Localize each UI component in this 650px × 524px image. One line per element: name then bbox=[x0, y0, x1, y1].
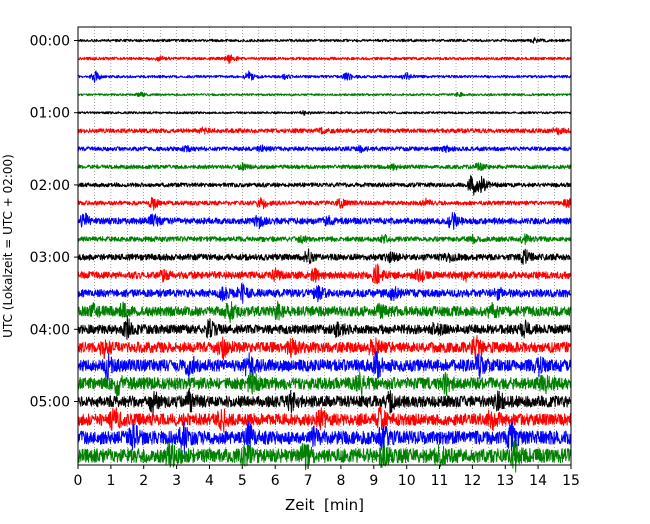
y-axis-label: UTC (Lokalzeit = UTC + 02:00) bbox=[1, 154, 15, 338]
plot-frame bbox=[77, 26, 572, 466]
trace-0515 bbox=[77, 405, 572, 433]
trace-0400 bbox=[77, 315, 572, 340]
y-ticks: 00:00 01:00 02:00 03:00 04:00 05:00 bbox=[30, 34, 78, 411]
x-tick-label: 13 bbox=[496, 473, 514, 489]
trace-0545 bbox=[77, 439, 572, 473]
trace-0345 bbox=[77, 300, 572, 324]
trace-0000 bbox=[77, 37, 572, 44]
x-tick-label: 2 bbox=[139, 473, 148, 489]
trace-0015 bbox=[77, 54, 572, 65]
trace-0330 bbox=[77, 283, 572, 304]
trace-0300 bbox=[77, 248, 572, 265]
x-tick-label: 4 bbox=[205, 473, 214, 489]
trace-0245 bbox=[77, 233, 572, 246]
trace-0145 bbox=[77, 162, 572, 172]
x-tick-label: 9 bbox=[369, 473, 378, 489]
y-tick-label: 04:00 bbox=[30, 322, 70, 338]
trace-0030 bbox=[77, 70, 572, 83]
x-axis-label: Zeit [min] bbox=[285, 496, 364, 514]
x-tick-label: 8 bbox=[336, 473, 345, 489]
x-tick-label: 11 bbox=[431, 473, 449, 489]
y-tick-label: 05:00 bbox=[30, 395, 70, 411]
trace-0500 bbox=[77, 387, 572, 416]
trace-0200 bbox=[77, 175, 572, 196]
x-tick-label: 7 bbox=[304, 473, 313, 489]
x-tick-label: 6 bbox=[271, 473, 280, 489]
trace-0045 bbox=[77, 91, 572, 98]
x-tick-label: 3 bbox=[172, 473, 181, 489]
trace-0215 bbox=[77, 196, 572, 211]
x-tick-label: 0 bbox=[74, 473, 83, 489]
y-tick-label: 03:00 bbox=[30, 250, 70, 266]
trace-0130 bbox=[77, 144, 572, 154]
trace-0445 bbox=[77, 369, 572, 397]
trace-0430 bbox=[77, 350, 572, 382]
y-tick-label: 00:00 bbox=[30, 34, 70, 50]
trace-0315 bbox=[77, 263, 572, 285]
x-tick-label: 14 bbox=[529, 473, 547, 489]
trace-0530 bbox=[77, 420, 572, 455]
x-tick-label: 15 bbox=[562, 473, 580, 489]
x-ticks: 0 1 2 3 4 5 6 7 8 9 10 11 12 13 14 15 bbox=[74, 465, 580, 489]
trace-0115 bbox=[77, 126, 572, 136]
trace-0415 bbox=[77, 335, 572, 361]
y-tick-label: 01:00 bbox=[30, 106, 70, 122]
x-tick-label: 1 bbox=[106, 473, 115, 489]
trace-layer bbox=[77, 37, 572, 473]
trace-0100 bbox=[77, 109, 572, 116]
grid-layer bbox=[94, 27, 555, 465]
x-tick-label: 12 bbox=[463, 473, 481, 489]
trace-0230 bbox=[77, 211, 572, 230]
x-tick-label: 10 bbox=[398, 473, 416, 489]
x-tick-label: 5 bbox=[238, 473, 247, 489]
y-tick-label: 02:00 bbox=[30, 178, 70, 194]
